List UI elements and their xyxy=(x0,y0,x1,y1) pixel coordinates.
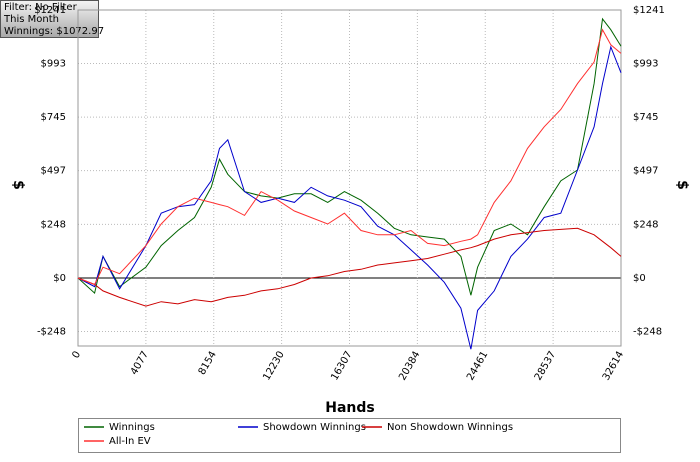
y-tick-label: $0 xyxy=(53,273,66,284)
x-tick-label: 24461 xyxy=(465,349,490,382)
info-text: Filter: No Filter xyxy=(4,2,78,13)
y-tick-label: $993 xyxy=(41,59,66,70)
x-axis-label: Hands xyxy=(325,400,375,416)
y-tick-label: $248 xyxy=(41,219,66,230)
legend-label: Non Showdown Winnings xyxy=(387,422,513,433)
series-line xyxy=(77,28,622,286)
y-tick-label: $745 xyxy=(41,112,66,123)
y2-axis-label: $ xyxy=(674,180,690,190)
x-tick-label: 8154 xyxy=(197,350,219,378)
y-axis-label: $ xyxy=(10,180,26,190)
series-line xyxy=(77,45,622,350)
x-tick-label: 20384 xyxy=(397,350,422,383)
x-tick-label: 0 xyxy=(70,350,83,361)
y2-tick-label: $745 xyxy=(633,112,658,123)
legend-label: All-In EV xyxy=(109,436,151,447)
info-text: Winnings: $1072.97 xyxy=(4,26,104,37)
y2-tick-label: $0 xyxy=(633,273,646,284)
y2-tick-label: $497 xyxy=(633,166,658,177)
y-tick-label: $1241 xyxy=(34,5,66,16)
y-tick-label: -$248 xyxy=(37,327,66,338)
y2-tick-label: $248 xyxy=(633,219,658,230)
x-tick-label: 4077 xyxy=(129,350,151,378)
info-box xyxy=(0,0,99,38)
legend xyxy=(78,418,621,453)
info-text: This Month xyxy=(3,14,59,25)
plot-frame xyxy=(77,9,622,347)
series-line xyxy=(77,17,622,296)
y2-tick-label: $993 xyxy=(633,59,658,70)
x-tick-label: 32614 xyxy=(601,350,626,383)
legend-label: Winnings xyxy=(109,422,155,433)
series-line xyxy=(77,227,622,307)
x-tick-label: 28537 xyxy=(533,350,558,383)
x-tick-label: 16307 xyxy=(329,350,354,383)
x-tick-label: 12230 xyxy=(261,350,286,383)
y-tick-label: $497 xyxy=(41,166,66,177)
y2-tick-label: $1241 xyxy=(633,5,665,16)
legend-label: Showdown Winnings xyxy=(263,422,366,433)
y2-tick-label: -$248 xyxy=(633,327,662,338)
